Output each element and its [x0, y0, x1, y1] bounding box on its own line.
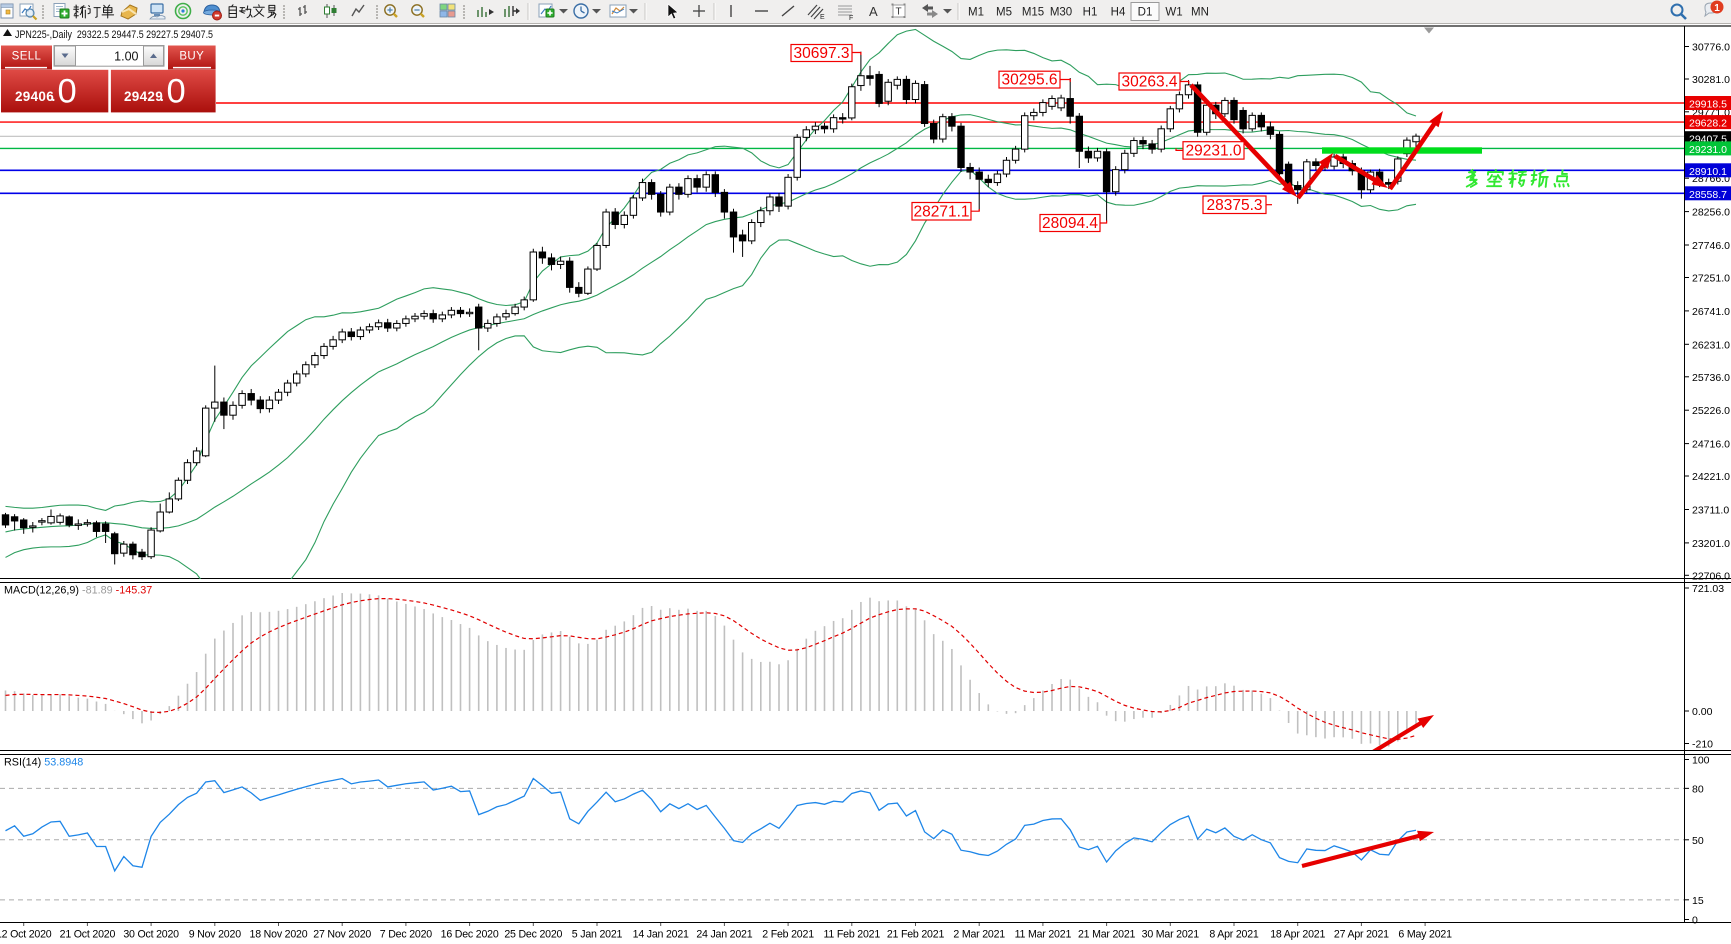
- svg-text:29429: 29429: [124, 89, 163, 104]
- svg-text:-210: -210: [1692, 739, 1713, 751]
- svg-text:RSI(14) 53.8948: RSI(14) 53.8948: [4, 757, 83, 769]
- svg-text:25 Dec 2020: 25 Dec 2020: [504, 929, 562, 941]
- svg-text:SELL: SELL: [12, 51, 42, 63]
- svg-text:16 Dec 2020: 16 Dec 2020: [441, 929, 499, 941]
- svg-text:28558.7: 28558.7: [1689, 189, 1727, 201]
- svg-text:T: T: [896, 7, 902, 18]
- svg-text:24 Jan 2021: 24 Jan 2021: [696, 929, 752, 941]
- svg-text:12 Oct 2020: 12 Oct 2020: [0, 929, 52, 941]
- svg-text:JPN225-,Daily 29322.5 29447.5: JPN225-,Daily 29322.5 29447.5 29227.5 29…: [15, 29, 213, 41]
- svg-text:26741.0: 26741.0: [1692, 306, 1730, 318]
- svg-text:100: 100: [1692, 755, 1710, 767]
- svg-text:8 Apr 2021: 8 Apr 2021: [1209, 929, 1259, 941]
- svg-text:0: 0: [167, 73, 186, 111]
- svg-text:28256.0: 28256.0: [1692, 207, 1730, 219]
- svg-text:E: E: [820, 14, 825, 21]
- svg-text:.: .: [52, 89, 56, 104]
- svg-text:22706.0: 22706.0: [1692, 570, 1730, 582]
- svg-text:A: A: [869, 4, 878, 19]
- svg-text:18 Nov 2020: 18 Nov 2020: [250, 929, 308, 941]
- svg-text:27 Apr 2021: 27 Apr 2021: [1334, 929, 1389, 941]
- svg-text:5 Jan 2021: 5 Jan 2021: [572, 929, 623, 941]
- svg-text:24716.0: 24716.0: [1692, 439, 1730, 451]
- svg-text:M5: M5: [996, 7, 1012, 19]
- svg-text:M30: M30: [1050, 7, 1072, 19]
- svg-text:15: 15: [1692, 895, 1704, 907]
- svg-text:28094.4: 28094.4: [1042, 215, 1098, 232]
- svg-text:30281.0: 30281.0: [1692, 74, 1730, 86]
- svg-text:MACD(12,26,9) -81.89 -145.37: MACD(12,26,9) -81.89 -145.37: [4, 585, 152, 597]
- svg-text:29231.0: 29231.0: [1689, 144, 1727, 156]
- svg-text:30295.6: 30295.6: [1001, 72, 1057, 89]
- svg-text:21 Oct 2020: 21 Oct 2020: [60, 929, 116, 941]
- svg-text:M1: M1: [968, 7, 984, 19]
- svg-text:25226.0: 25226.0: [1692, 405, 1730, 417]
- svg-text:18 Apr 2021: 18 Apr 2021: [1270, 929, 1325, 941]
- svg-text:11 Mar 2021: 11 Mar 2021: [1015, 929, 1072, 941]
- svg-text:1: 1: [1714, 3, 1720, 14]
- svg-text:0.00: 0.00: [1692, 706, 1713, 718]
- svg-text:30 Oct 2020: 30 Oct 2020: [123, 929, 179, 941]
- svg-text:50: 50: [1692, 835, 1704, 847]
- svg-text:23201.0: 23201.0: [1692, 538, 1730, 550]
- svg-text:F: F: [849, 15, 853, 22]
- svg-text:14 Jan 2021: 14 Jan 2021: [633, 929, 689, 941]
- svg-text:H1: H1: [1083, 7, 1098, 19]
- svg-text:D1: D1: [1138, 7, 1153, 19]
- svg-text:.: .: [160, 89, 164, 104]
- svg-text:H4: H4: [1111, 7, 1126, 19]
- svg-text:80: 80: [1692, 783, 1704, 795]
- svg-text:9 Nov 2020: 9 Nov 2020: [189, 929, 241, 941]
- svg-text:30776.0: 30776.0: [1692, 42, 1730, 54]
- svg-text:28271.1: 28271.1: [913, 204, 969, 221]
- svg-text:7 Dec 2020: 7 Dec 2020: [380, 929, 432, 941]
- svg-text:0: 0: [58, 73, 77, 111]
- svg-text:24221.0: 24221.0: [1692, 471, 1730, 483]
- svg-text:30263.4: 30263.4: [1121, 74, 1177, 91]
- svg-text:0: 0: [1692, 915, 1698, 927]
- svg-text:29406: 29406: [15, 89, 54, 104]
- svg-text:21 Feb 2021: 21 Feb 2021: [887, 929, 945, 941]
- svg-text:27746.0: 27746.0: [1692, 240, 1730, 252]
- svg-text:21 Mar 2021: 21 Mar 2021: [1078, 929, 1136, 941]
- svg-text:W1: W1: [1165, 7, 1182, 19]
- svg-text:26231.0: 26231.0: [1692, 339, 1730, 351]
- svg-text:BUY: BUY: [179, 51, 204, 63]
- svg-text:MN: MN: [1191, 7, 1209, 19]
- svg-text:27251.0: 27251.0: [1692, 273, 1730, 285]
- svg-text:M15: M15: [1022, 7, 1044, 19]
- svg-text:30697.3: 30697.3: [793, 45, 849, 62]
- svg-text:29918.5: 29918.5: [1689, 99, 1727, 111]
- svg-text:29231.0: 29231.0: [1185, 143, 1241, 160]
- svg-text:25736.0: 25736.0: [1692, 372, 1730, 384]
- svg-text:30 Mar 2021: 30 Mar 2021: [1142, 929, 1200, 941]
- svg-text:2 Mar 2021: 2 Mar 2021: [953, 929, 1005, 941]
- svg-text:27 Nov 2020: 27 Nov 2020: [313, 929, 371, 941]
- svg-text:29628.2: 29628.2: [1689, 118, 1727, 130]
- svg-text:1.00: 1.00: [114, 50, 138, 64]
- svg-text:28910.1: 28910.1: [1689, 166, 1727, 178]
- svg-text:23711.0: 23711.0: [1692, 505, 1729, 517]
- svg-text:721.03: 721.03: [1692, 583, 1724, 595]
- svg-text:6 May 2021: 6 May 2021: [1398, 929, 1452, 941]
- svg-text:2 Feb 2021: 2 Feb 2021: [762, 929, 814, 941]
- svg-text:28375.3: 28375.3: [1206, 197, 1262, 214]
- svg-text:11 Feb 2021: 11 Feb 2021: [824, 929, 881, 941]
